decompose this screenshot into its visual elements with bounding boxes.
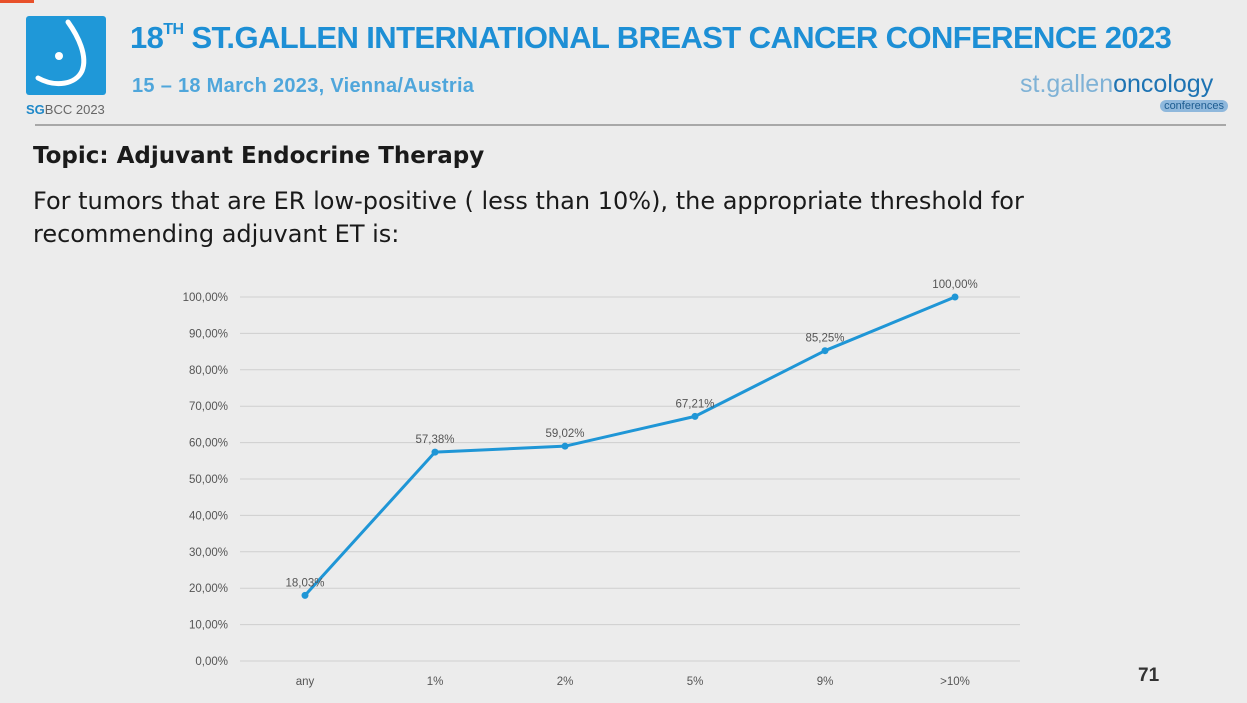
topic-heading: Topic: Adjuvant Endocrine Therapy bbox=[33, 143, 485, 169]
data-point bbox=[821, 347, 829, 355]
y-tick-label: 50,00% bbox=[189, 474, 228, 486]
header-divider bbox=[35, 124, 1226, 126]
top-red-bar bbox=[0, 0, 34, 3]
title-suffix: TH bbox=[163, 21, 184, 38]
question-text: For tumors that are ER low-positive ( le… bbox=[33, 187, 1024, 248]
x-tick-label: 5% bbox=[687, 676, 704, 688]
data-label: 18,03% bbox=[285, 577, 324, 589]
x-tick-label: >10% bbox=[940, 676, 970, 688]
conference-subtitle: 15 – 18 March 2023, Vienna/Austria bbox=[132, 75, 475, 97]
page-number: 71 bbox=[1138, 665, 1160, 686]
brand-logo: st.gallenoncology conferences bbox=[1020, 70, 1230, 112]
data-label: 57,38% bbox=[415, 434, 454, 446]
x-tick-label: 1% bbox=[427, 676, 444, 688]
sgbcc-logo bbox=[26, 16, 106, 95]
brand-part3: conferences bbox=[1160, 100, 1228, 112]
data-point bbox=[301, 591, 309, 599]
data-label: 59,02% bbox=[545, 428, 584, 440]
series-line bbox=[303, 295, 956, 597]
y-tick-label: 60,00% bbox=[189, 438, 228, 450]
title-rest: ST.GALLEN INTERNATIONAL BREAST CANCER CO… bbox=[183, 20, 1172, 55]
y-tick-label: 80,00% bbox=[189, 365, 228, 377]
x-tick-label: 2% bbox=[557, 676, 574, 688]
data-point bbox=[431, 448, 439, 456]
y-tick-label: 70,00% bbox=[189, 401, 228, 413]
y-tick-label: 30,00% bbox=[189, 547, 228, 559]
y-tick-label: 40,00% bbox=[189, 510, 228, 522]
x-tick-label: 9% bbox=[817, 676, 834, 688]
y-tick-label: 100,00% bbox=[183, 292, 228, 304]
title-number: 18 bbox=[130, 20, 164, 55]
y-tick-label: 90,00% bbox=[189, 328, 228, 340]
breast-logo-icon bbox=[35, 19, 87, 87]
conference-title: 18TH ST.GALLEN INTERNATIONAL BREAST CANC… bbox=[130, 20, 1230, 56]
data-point bbox=[691, 412, 699, 420]
y-tick-label: 20,00% bbox=[189, 583, 228, 595]
data-point bbox=[561, 442, 569, 450]
logo-caption-rest: BCC 2023 bbox=[44, 102, 105, 117]
data-point bbox=[951, 293, 959, 301]
data-label: 85,25% bbox=[805, 333, 844, 345]
data-label: 67,21% bbox=[675, 398, 714, 410]
logo-caption: SGBCC 2023 bbox=[26, 102, 105, 117]
brand-part1: st.gallen bbox=[1020, 70, 1114, 98]
y-tick-label: 0,00% bbox=[195, 656, 228, 668]
x-tick-label: any bbox=[296, 676, 315, 688]
y-tick-label: 10,00% bbox=[189, 620, 228, 632]
logo-caption-bold: SG bbox=[26, 102, 45, 117]
brand-part2: oncology bbox=[1113, 70, 1214, 98]
data-label: 100,00% bbox=[932, 279, 977, 291]
